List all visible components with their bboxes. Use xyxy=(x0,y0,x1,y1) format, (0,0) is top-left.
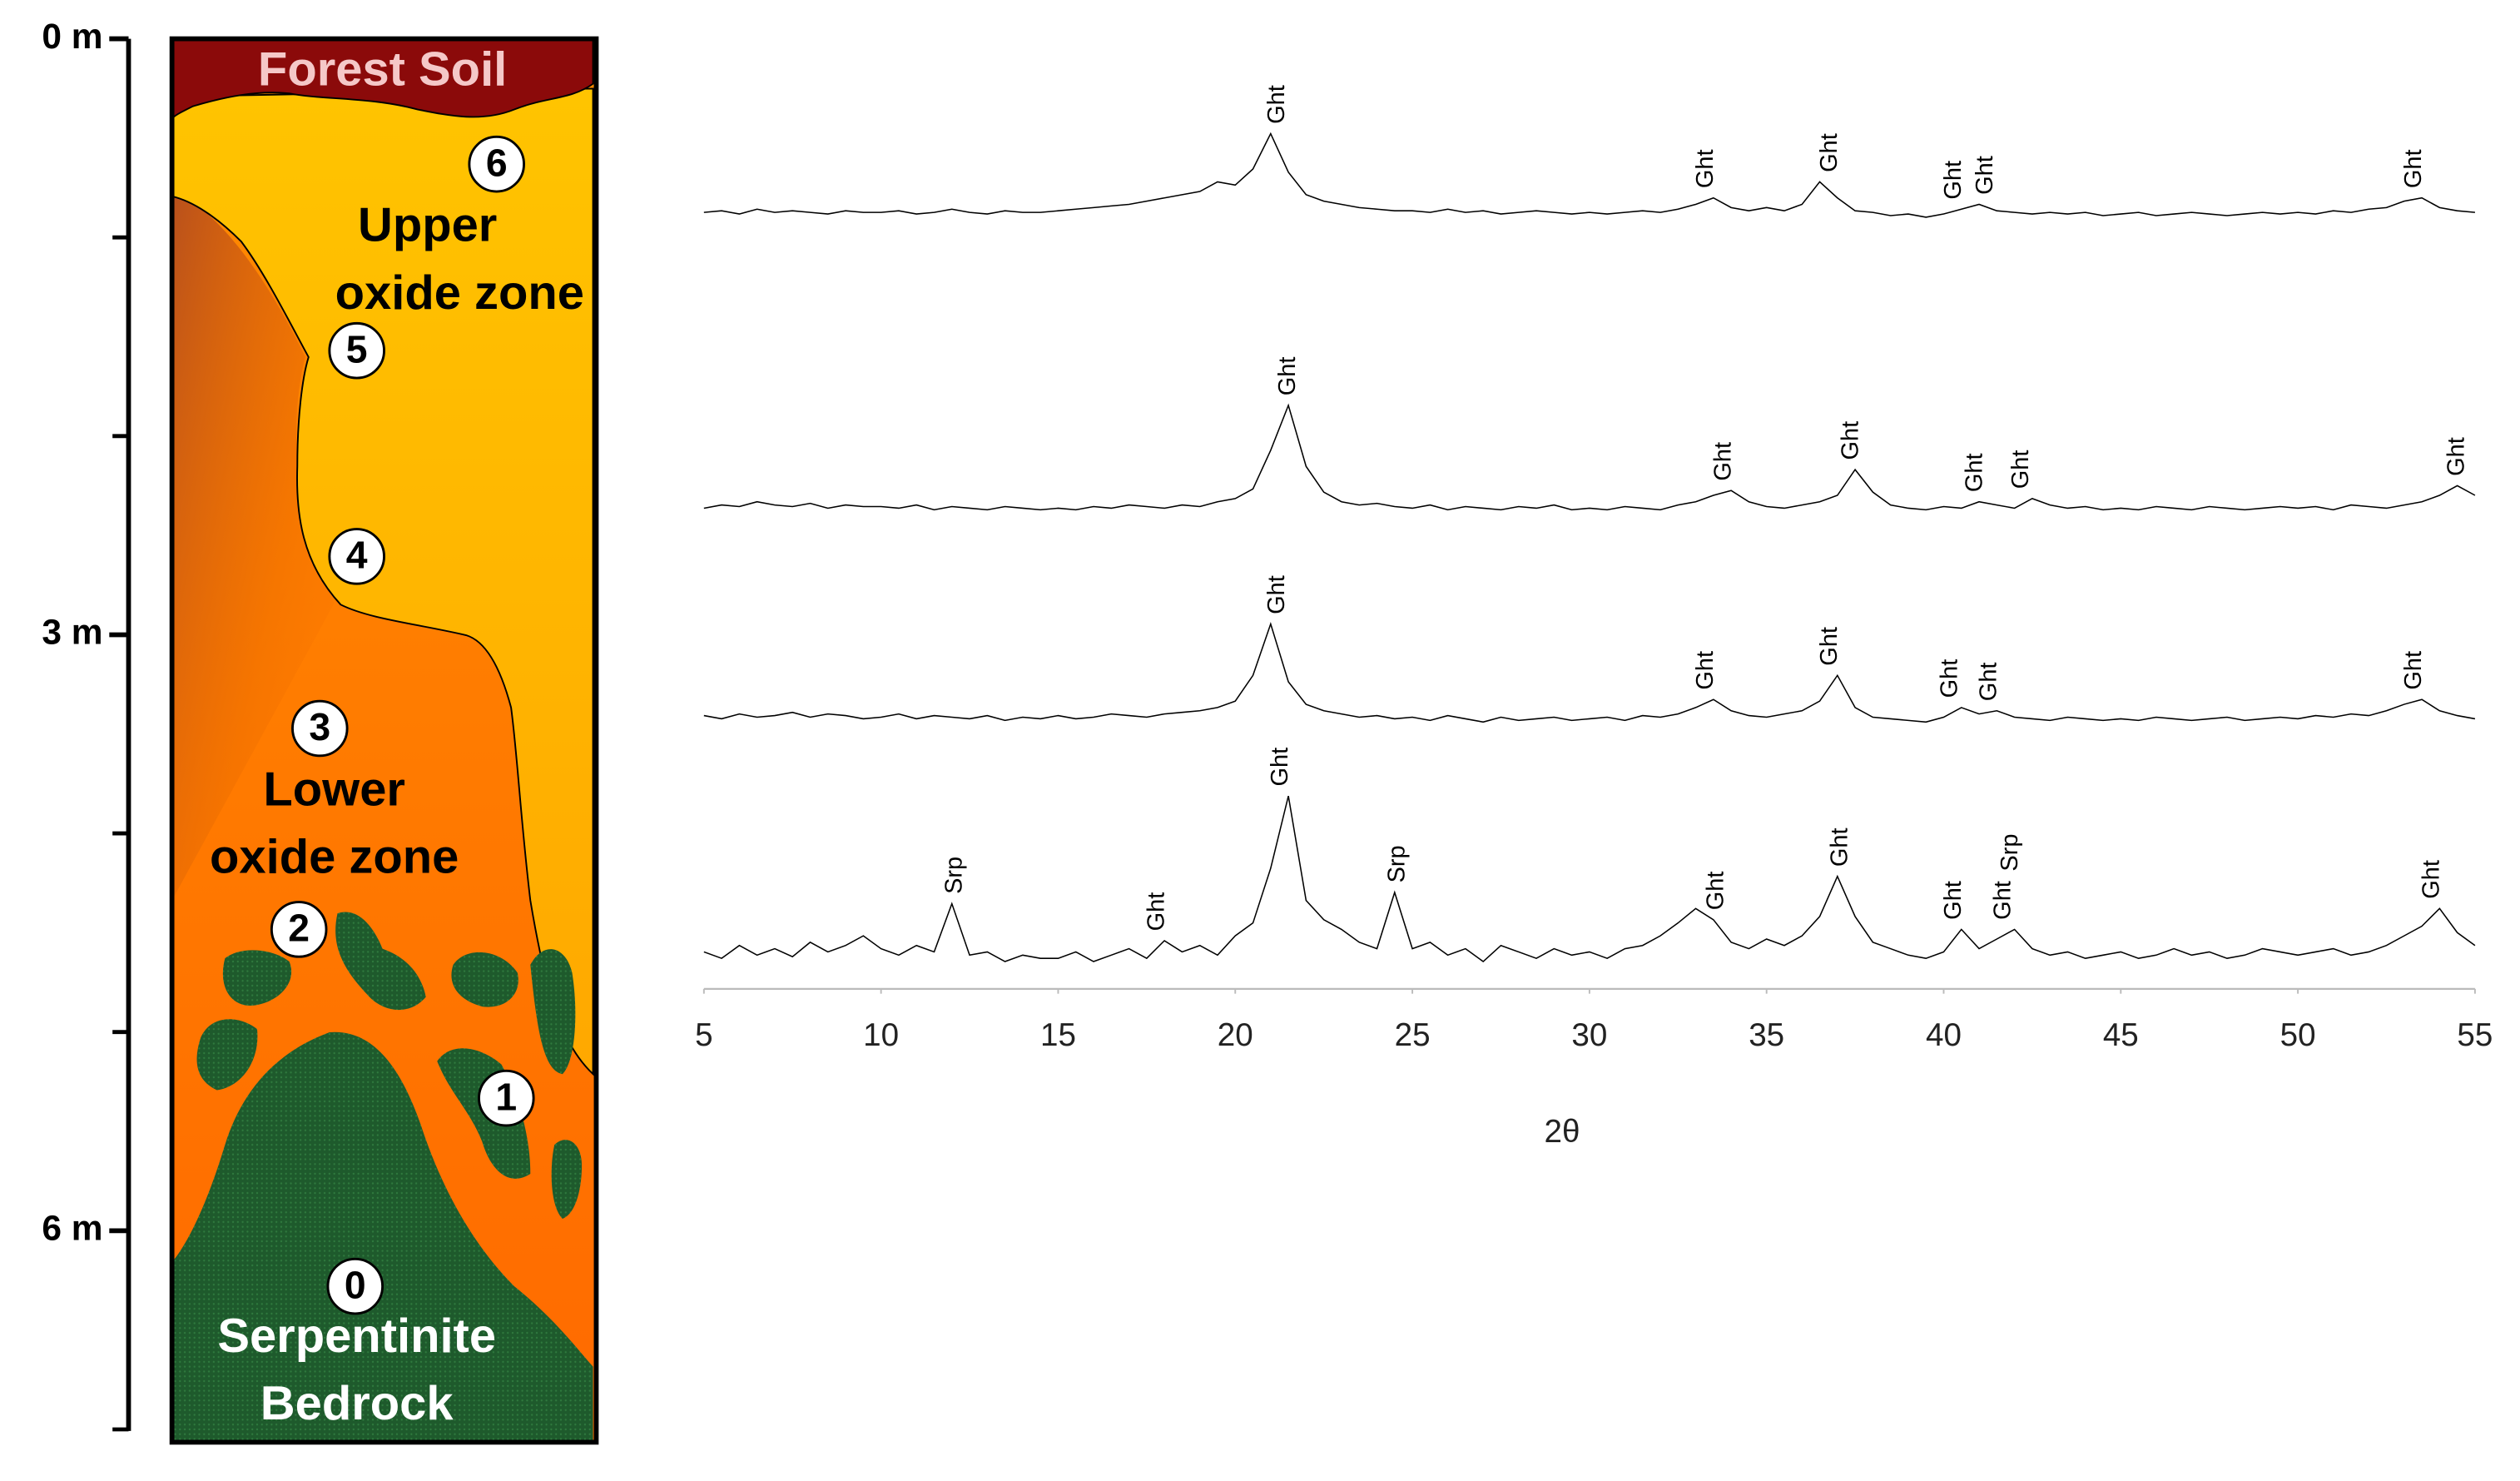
peak-label: Ght xyxy=(1267,748,1293,787)
dark-zone xyxy=(171,190,335,901)
peak-label: Ght xyxy=(2443,437,2469,476)
forest-soil xyxy=(171,37,594,120)
zone-label: Lower xyxy=(263,763,405,817)
sample-circle xyxy=(328,321,385,380)
sample-circle xyxy=(270,901,328,958)
sample-number: 0 xyxy=(345,1263,366,1306)
x-tick-label: 45 xyxy=(2103,1017,2139,1053)
depth-tick-label: 3 m xyxy=(42,614,102,653)
peak-label: Ght xyxy=(2400,651,2427,690)
peak-label: Ght xyxy=(1709,442,1736,481)
upper-oxide-zone xyxy=(171,87,594,1076)
zone-label: Upper xyxy=(358,199,497,252)
peak-label: Ght xyxy=(1990,881,2016,920)
sample-number: 5 xyxy=(346,327,368,370)
x-tick-label: 35 xyxy=(1749,1017,1784,1053)
xrd-trace xyxy=(703,795,2476,963)
peak-label: Ght xyxy=(1940,161,1967,200)
peak-label: Ght xyxy=(1263,575,1290,614)
sample-circle xyxy=(478,1069,535,1127)
x-axis-label: 2θ xyxy=(1545,1114,1580,1150)
sample-number: 6 xyxy=(486,141,508,184)
peak-label: Ght xyxy=(1937,659,1963,698)
x-tick-label: 15 xyxy=(1040,1017,1076,1053)
x-tick-label: 10 xyxy=(863,1017,899,1053)
sample-markers: 0 1 2 3 4 5 6 xyxy=(270,135,535,1315)
sample-number: 2 xyxy=(288,907,310,950)
sample-circle xyxy=(328,528,385,585)
peak-label: Ght xyxy=(1816,133,1843,172)
peak-label: Ght xyxy=(2007,450,2034,490)
xrd-trace xyxy=(703,132,2475,218)
peak-label: Ght xyxy=(1263,85,1290,124)
zone-label: oxide zone xyxy=(335,266,584,320)
peak-label: Ght xyxy=(1827,827,1853,867)
peak-label: Ght xyxy=(2400,149,2427,188)
x-tick-label: 20 xyxy=(1218,1017,1253,1053)
zone-label: Serpentinite xyxy=(217,1310,496,1363)
peak-label: Srp xyxy=(1384,845,1411,882)
peak-label: Ght xyxy=(1940,881,1967,920)
sample-circle xyxy=(291,699,349,758)
sample-circle xyxy=(468,135,525,193)
peak-label: Ght xyxy=(1837,421,1863,460)
depth-axis: 0 m 3 m 6 m xyxy=(42,17,131,1432)
peak-label: Ght xyxy=(1692,149,1719,188)
sample-number: 1 xyxy=(495,1075,517,1118)
peak-label: Ght xyxy=(1703,872,1729,911)
x-tick-label: 40 xyxy=(1926,1017,1962,1053)
x-tick-label: 5 xyxy=(695,1017,712,1053)
x-tick-label: 25 xyxy=(1395,1017,1431,1053)
peak-label: Ght xyxy=(1961,453,1987,492)
peak-label: Ght xyxy=(1274,357,1301,396)
peak-label: Ght xyxy=(1143,892,1169,932)
xrd-trace xyxy=(703,403,2476,511)
peak-label: Ght xyxy=(1692,651,1719,690)
peak-label: Ght xyxy=(1972,156,1998,195)
depth-tick-label: 0 m xyxy=(42,17,102,57)
x-tick-label: 30 xyxy=(1571,1017,1607,1053)
zone-label: Bedrock xyxy=(260,1377,454,1430)
zone-label: oxide zone xyxy=(210,831,459,884)
bedrock xyxy=(171,912,593,1443)
depth-tick-label: 6 m xyxy=(42,1210,102,1249)
sample-circle xyxy=(326,1257,384,1315)
xrd-trace xyxy=(703,621,2476,723)
sample-number: 4 xyxy=(346,534,368,577)
peak-label: Ght xyxy=(1816,627,1843,666)
zone-label: Forest Soil xyxy=(258,42,507,96)
peak-label: Ght xyxy=(2418,860,2445,899)
xrd-chart: 5 10 15 20 25 30 35 40 45 50 55 2θ Ght Ght Ght Ght Ght Gh… xyxy=(695,85,2493,1150)
x-tick-label: 55 xyxy=(2457,1017,2493,1053)
x-tick-label: 50 xyxy=(2280,1017,2316,1053)
peak-label: Ght xyxy=(1975,663,2002,702)
peak-label: Srp xyxy=(941,857,968,894)
profile-diagram: Forest Soil Upper oxide zone Lower oxide… xyxy=(169,36,599,1445)
peak-label: Srp xyxy=(1997,833,2023,871)
profile-frame xyxy=(169,36,599,1445)
sample-number: 3 xyxy=(309,705,330,748)
